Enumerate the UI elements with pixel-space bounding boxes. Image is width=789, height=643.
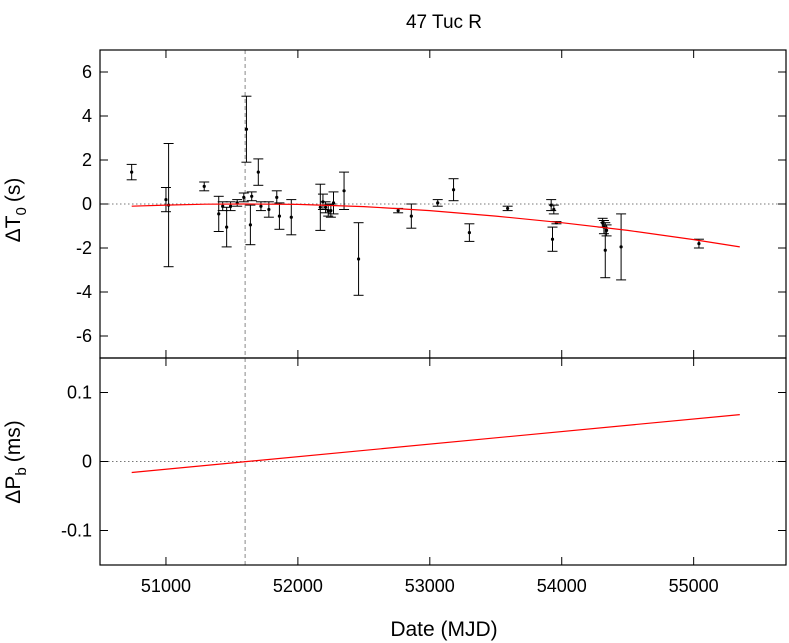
data-point [331,201,336,205]
data-point [396,209,400,213]
y-label-bottom-main: ΔP [2,476,25,504]
data-point [289,215,293,219]
data-point [259,204,263,208]
delta-t0-panel: -6 -4 -2 0 2 4 6 [76,49,787,359]
fit-curve [131,203,740,248]
data-point [467,231,471,235]
chart-title: 47 Tuc R [406,12,482,33]
data-point [342,189,346,193]
data-point [326,209,330,213]
data-point [242,195,246,199]
y-tick-label: 4 [82,106,92,126]
y-label-bottom-unit: (ms) [2,420,25,462]
data-point [604,228,609,232]
y-tick-label: 0.1 [67,383,92,403]
data-point [329,209,333,213]
x-tick-label: 51000 [141,576,191,596]
fit-line [131,414,740,474]
data-point [436,201,440,205]
data-point [267,207,271,212]
data-point [603,248,607,252]
y-tick-label: -4 [76,282,92,302]
y-tick-label: -2 [76,238,92,258]
y-tick-label: 2 [82,150,92,170]
y-label-top-main: ΔT [2,215,25,242]
data-point [277,214,282,218]
data-point [217,212,221,216]
data-point [225,225,229,229]
data-point [619,245,623,249]
data-point [229,204,233,208]
data-point [130,170,134,174]
y-tick-label: -0.1 [61,521,92,541]
x-tick-label: 55000 [669,576,719,596]
panel-frame [99,357,787,566]
data-point [202,184,206,188]
y-tick-label: -6 [76,326,92,346]
y-label-top-sub: 0 [13,207,30,215]
x-tick-label: 52000 [273,576,323,596]
y-label-top-unit: (s) [2,178,25,203]
data-point [164,198,168,202]
data-point [697,242,701,246]
data-point [248,223,252,227]
svg-text:ΔT0(s): ΔT0 (s) [2,178,30,243]
data-point [244,127,249,131]
data-point [409,214,413,218]
y-tick-label: 0 [82,194,92,214]
data-point [506,206,510,210]
y-tick-label: 0 [82,452,92,472]
data-point [451,188,456,192]
data-point [250,194,254,198]
x-axis-label: Date (MJD) [390,618,497,641]
data-point [552,207,556,212]
data-point [323,205,328,209]
y-axis-label-bottom: ΔPb (ms) [2,420,30,503]
data-point [318,205,322,209]
y-tick-label: 6 [82,62,92,82]
data-point [256,170,260,174]
delta-pb-panel: -0.1 0 0.1 [61,357,787,566]
data-point [356,257,361,261]
data-point [275,195,279,199]
x-tick-label: 53000 [405,576,455,596]
y-axis-label-top: ΔT0 (s) [2,178,30,243]
y-label-bottom-sub: b [13,467,30,475]
x-tick-label: 54000 [537,576,587,596]
data-point [550,237,555,241]
svg-text:ΔPb(ms): ΔPb (ms) [2,420,30,503]
